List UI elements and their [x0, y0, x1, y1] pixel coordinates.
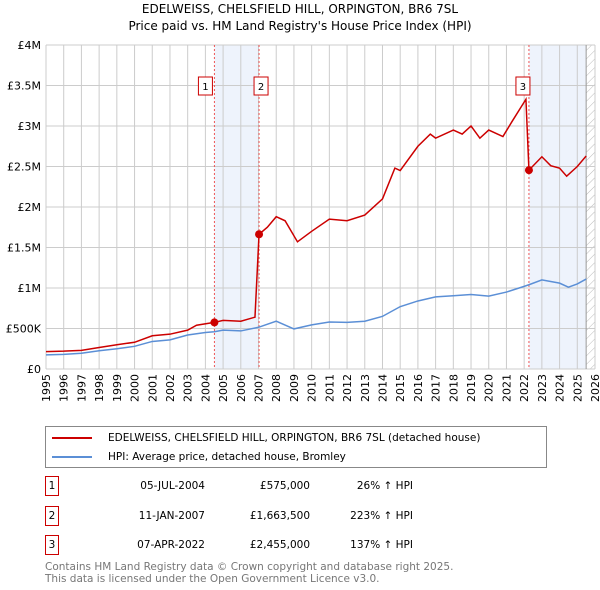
sale-label: 2: [258, 82, 264, 93]
sale-row: 1 05-JUL-2004 £575,000 26% ↑ HPI: [45, 476, 445, 496]
x-tick-label: 2009: [288, 374, 301, 402]
legend-hpi: HPI: Average price, detached house, Brom…: [108, 451, 346, 463]
x-tick-label: 2016: [412, 374, 425, 402]
y-tick-label: £500K: [6, 323, 42, 336]
x-tick-label: 2020: [483, 374, 496, 402]
y-tick-label: £3.5M: [7, 80, 41, 93]
x-tick-label: 2017: [430, 374, 443, 402]
x-tick-label: 1995: [40, 374, 53, 402]
y-tick-label: £2.5M: [7, 161, 41, 174]
x-tick-label: 1997: [75, 374, 88, 402]
sale-badge: 3: [45, 535, 59, 555]
legend: EDELWEISS, CHELSFIELD HILL, ORPINGTON, B…: [45, 426, 547, 468]
plot-area: 1995 1996 1997 1998 1999 2000 2001 2002 2003 2004…: [6, 39, 600, 402]
sale-row: 2 11-JAN-2007 £1,663,500 223% ↑ HPI: [45, 506, 445, 526]
sale-date: 11-JAN-2007: [138, 510, 205, 522]
x-tick-label: 2006: [235, 374, 248, 402]
x-tick-label: 2000: [129, 374, 142, 402]
sale-badge: 1: [45, 476, 59, 496]
x-tick-label: 2019: [465, 374, 478, 402]
x-tick-label: 2011: [323, 374, 336, 402]
x-tick-label: 1998: [93, 374, 106, 402]
sale-price: £2,455,000: [249, 539, 310, 551]
x-tick-label: 2004: [199, 374, 212, 402]
x-tick-label: 2012: [341, 374, 354, 402]
x-tick-label: 2025: [571, 374, 584, 402]
legend-red-line: [52, 437, 92, 439]
x-tick-label: 1996: [58, 374, 71, 402]
legend-blue-line: [52, 456, 92, 458]
sale-point: [210, 318, 219, 327]
y-tick-label: £4M: [18, 39, 42, 52]
sale-price: £575,000: [259, 480, 310, 492]
footer-line: This data is licensed under the Open Gov…: [45, 573, 380, 585]
footer-text: Contains HM Land Registry data © Crown c…: [45, 561, 453, 585]
sale-point: [524, 166, 533, 175]
hpi-series-line: [45, 278, 587, 356]
sale-date: 05-JUL-2004: [140, 480, 205, 492]
y-tick-label: £3M: [18, 120, 42, 133]
x-tick-label: 2002: [164, 374, 177, 402]
sale-hpi: 26% ↑ HPI: [356, 480, 413, 492]
x-tick-label: 2008: [270, 374, 283, 402]
sale-label: 3: [520, 82, 526, 93]
x-tick-label: 2014: [376, 374, 389, 402]
price-series-line: [45, 96, 587, 353]
x-tick-label: 2015: [394, 374, 407, 402]
x-tick-label: 2022: [518, 374, 531, 402]
sale-label: 1: [202, 82, 208, 93]
x-tick-label: 2010: [306, 374, 319, 402]
x-tick-label: 2018: [447, 374, 460, 402]
x-tick-label: 2024: [554, 374, 567, 402]
chart-title: EDELWEISS, CHELSFIELD HILL, ORPINGTON, B…: [141, 2, 459, 16]
sale-date: 07-APR-2022: [137, 539, 205, 551]
x-tick-label: 2013: [359, 374, 372, 402]
x-tick-label: 2003: [182, 374, 195, 402]
sale-hpi: 137% ↑ HPI: [350, 539, 413, 551]
sale-hpi: 223% ↑ HPI: [350, 510, 413, 522]
x-tick-label: 1999: [111, 374, 124, 402]
x-tick-label: 2005: [217, 374, 230, 402]
sale-label-box: [253, 76, 269, 96]
sale-row: 3 07-APR-2022 £2,455,000 137% ↑ HPI: [45, 535, 445, 555]
x-tick-label: 2001: [146, 374, 159, 402]
x-tick-label: 2021: [500, 374, 513, 402]
sale-label-box: [197, 76, 213, 96]
y-tick-label: £1.5M: [7, 242, 41, 255]
sale-badge: 2: [45, 506, 59, 526]
y-tick-label: £2M: [18, 201, 42, 214]
sale-point: [255, 230, 264, 239]
x-tick-label: 2026: [589, 374, 600, 402]
sale-label-box: [515, 76, 531, 96]
sale-price: £1,663,500: [249, 510, 310, 522]
legend-property: EDELWEISS, CHELSFIELD HILL, ORPINGTON, B…: [108, 432, 481, 444]
x-tick-label: 2023: [536, 374, 549, 402]
x-tick-label: 2007: [253, 374, 266, 402]
y-tick-label: £1M: [18, 282, 42, 295]
footer-line: Contains HM Land Registry data © Crown c…: [45, 561, 454, 573]
y-tick-label: £0: [27, 363, 41, 376]
chart-subtitle: Price paid vs. HM Land Registry's House …: [128, 19, 472, 33]
